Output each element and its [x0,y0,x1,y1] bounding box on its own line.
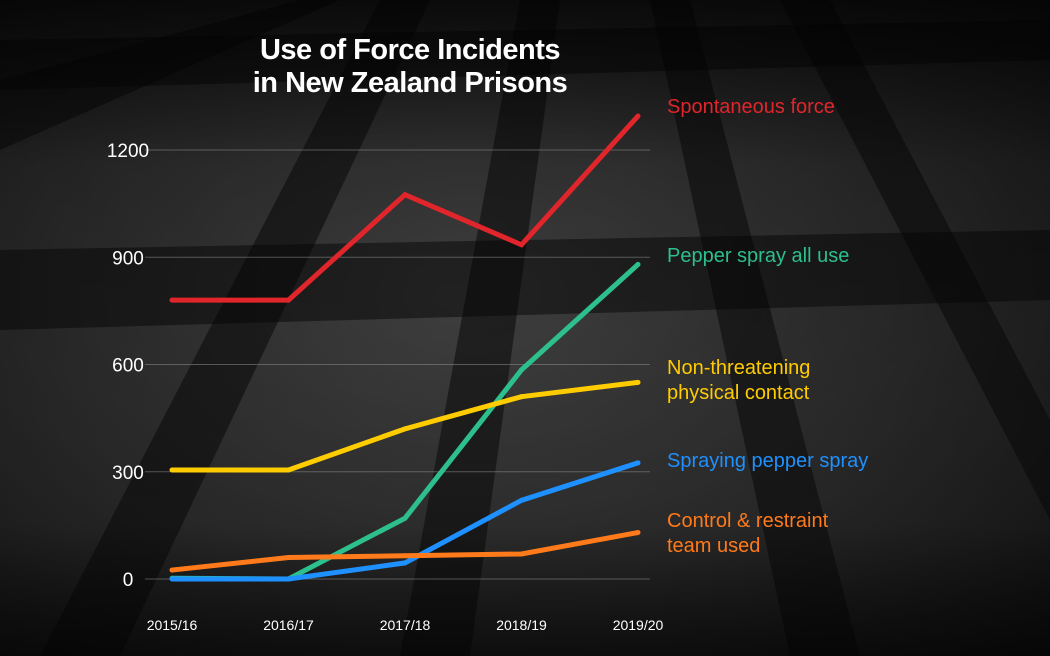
data-point [402,426,408,432]
x-tick-label: 2017/18 [380,617,431,633]
data-point [519,367,524,373]
series-label: Pepper spray all use [667,245,849,267]
series-line-1 [171,262,640,582]
series-line-2 [172,379,639,473]
data-point [402,192,408,198]
y-tick-label: 1200 [107,141,149,162]
x-tick-label: 2018/19 [496,617,547,633]
data-point [635,530,641,536]
grid-lines [145,149,650,580]
data-point [286,297,291,303]
data-point [402,560,408,566]
y-tick-label: 600 [112,356,144,377]
data-point [169,297,175,303]
series-line-0 [172,114,640,303]
chart-title: Use of Force Incidents in New Zealand Pr… [253,34,568,99]
data-point [402,515,408,521]
data-point [169,567,175,573]
data-point [402,553,408,559]
data-point [169,576,175,582]
data-point [286,555,291,561]
series-label: physical contact [667,382,810,404]
series-label: Spraying pepper spray [667,450,868,472]
series-label: team used [667,535,760,557]
series-label: Non-threatening [667,357,810,379]
x-tick-label: 2015/16 [147,617,198,633]
series-lines [169,113,641,582]
data-point [169,467,175,473]
y-tick-label: 300 [112,463,144,484]
data-point [635,113,641,119]
data-point [286,467,291,473]
chart-title-line-1: Use of Force Incidents [260,34,560,66]
y-tick-label: 900 [112,248,144,269]
x-tick-label: 2019/20 [613,617,664,633]
y-axis-ticks: 0 300 600 900 1200 [107,141,149,591]
data-point [519,551,524,557]
data-point [635,460,641,466]
data-point [635,379,641,385]
data-point [635,261,641,267]
series-label: Spontaneous force [667,96,835,118]
x-axis-ticks: 2015/16 2016/17 2017/18 2018/19 2019/20 [147,617,664,633]
data-point [519,497,524,503]
chart-title-line-2: in New Zealand Prisons [253,67,568,99]
series-label: Control & restraint [667,510,829,532]
y-tick-label: 0 [123,570,134,591]
data-point [286,576,291,582]
x-tick-label: 2016/17 [263,617,314,633]
data-point [519,242,524,248]
series-labels: Spontaneous force Pepper spray all use Non… [667,96,868,557]
data-point [519,394,524,400]
